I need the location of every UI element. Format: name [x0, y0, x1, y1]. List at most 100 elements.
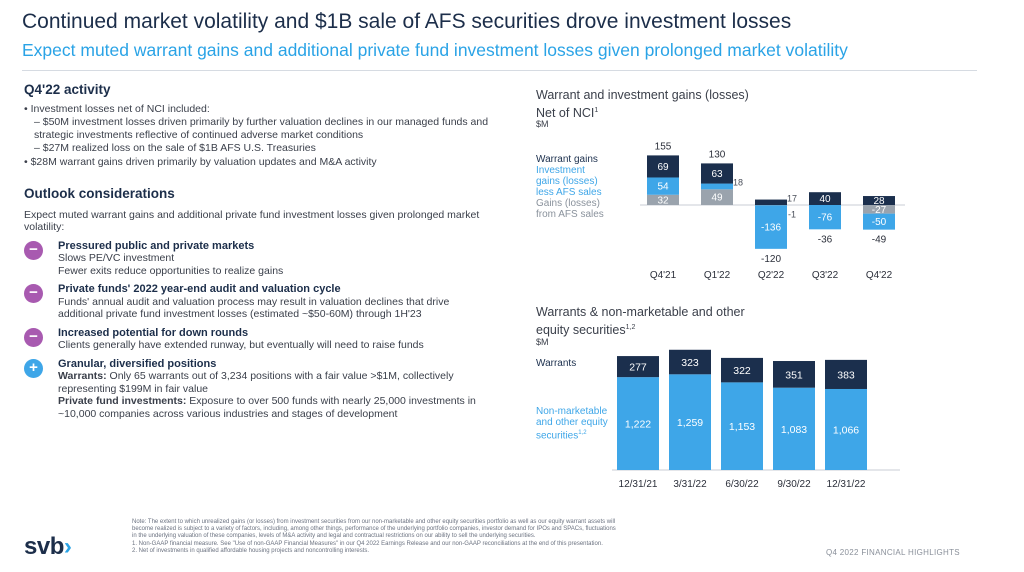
chart1-title-line2: Net of NCI1 — [536, 106, 599, 121]
legend-warrant-gains: Warrant gains — [536, 154, 598, 165]
chart1-bar-segment — [863, 196, 895, 205]
chart1-bar-segment — [863, 213, 895, 230]
chart2-bar-warrants — [669, 349, 711, 375]
chart2-warrants-label: 323 — [681, 357, 699, 369]
legend-investment: Investment gains (losses) less AFS sales — [536, 165, 602, 198]
activity-bullet: • Investment losses net of NCI included: — [24, 102, 210, 115]
activity-heading: Q4'22 activity — [24, 82, 111, 97]
chart2-warrants-label: 322 — [733, 365, 751, 377]
chart2-tick-label: 6/30/22 — [725, 479, 759, 490]
outlook-item-text: Funds' annual audit and valuation proces… — [58, 295, 450, 321]
chart2-tick-label: 3/31/22 — [673, 479, 707, 490]
chart1-segment-label: 69 — [657, 162, 669, 173]
chart2-bar-nonmarketable — [669, 374, 711, 470]
chart2-plot: 277 1,222 12/31/21 323 1,259 3/31/22 322 1,153 6… — [612, 349, 900, 490]
chart1-bar-segment — [701, 183, 733, 190]
left-column: Q4'22 activity • Investment losses net o… — [24, 80, 494, 426]
outlook-item: − Private funds' 2022 year-end audit and… — [24, 283, 494, 321]
chart2-tick-label: 9/30/22 — [777, 479, 811, 490]
chart2-bar-nonmarketable — [825, 388, 867, 470]
chart1-tick-label: Q4'21 — [650, 270, 677, 281]
chart1-total-label: -49 — [872, 235, 887, 246]
chart1-bar-segment — [863, 205, 895, 214]
chart1-title: Warrant and investment gains (losses) Ne… — [536, 88, 749, 121]
warrants-text: Only 65 warrants out of 3,234 positions … — [58, 370, 454, 395]
chart1-total-label: -36 — [818, 234, 833, 245]
chart2-nonmarketable-label: 1,083 — [781, 424, 807, 436]
minus-icon: − — [24, 240, 43, 260]
chart1-bar-segment — [755, 199, 787, 205]
chart1-segment-label: 63 — [711, 169, 723, 180]
warrants-label: Warrants: — [58, 370, 107, 382]
activity-bullet: • $28M warrant gains driven primarily by… — [24, 155, 377, 168]
outlook-item-text: Fewer exits reduce opportunities to real… — [58, 264, 284, 277]
outlook-item: − Increased potential for down rounds Cl… — [24, 327, 494, 352]
chart1-segment-label: 49 — [711, 193, 723, 204]
chart2-bar-nonmarketable — [617, 377, 659, 470]
chart1-bar-segment — [647, 177, 679, 195]
chart1-segment-label: -136 — [761, 223, 781, 234]
chart1-segment-label: 54 — [657, 182, 669, 193]
chart2-title-line2: equity securities1,2 — [536, 323, 636, 338]
chart1-segment-label: -27 — [872, 205, 887, 216]
chart1-legend: Warrant gains Investment gains (losses) le… — [536, 154, 604, 220]
footnotes: Note: The extent to which unrealized gai… — [132, 519, 616, 554]
chart1-bar-segment — [809, 205, 841, 230]
outlook-item: + Granular, diversified positions Warran… — [24, 358, 494, 421]
chart1-bar-segment — [809, 192, 841, 205]
chart2-bar-warrants — [773, 361, 815, 388]
chart1-segment-label: -50 — [872, 217, 887, 228]
chart1-segment-label: 40 — [819, 194, 831, 205]
chart1-tick-label: Q3'22 — [812, 270, 839, 281]
chart1-plot: 32 54 69 155 Q4'21 49 63 18 130 Q1'22 -136 -1 17 -120… — [640, 141, 905, 281]
outlook-item-text: Private fund investments: Exposure to ov… — [58, 395, 494, 420]
chart1-segment-label: 18 — [733, 178, 743, 188]
chart1-total-label: 130 — [709, 149, 726, 160]
footer-label: Q4 2022 FINANCIAL HIGHLIGHTS — [826, 548, 960, 557]
logo-chevron-icon: › — [63, 533, 72, 560]
chart1-bar-segment — [701, 163, 733, 184]
chart2-nonmarketable-label: 1,259 — [677, 417, 703, 429]
chart1-segment-label: 17 — [787, 194, 797, 204]
chart2-nonmarketable-label: 1,066 — [833, 424, 859, 436]
outlook-item-title: Increased potential for down rounds — [58, 326, 249, 339]
chart1-segment-label: -76 — [818, 213, 833, 224]
svb-logo: svb› — [24, 533, 72, 560]
chart2-warrants-label: 277 — [629, 362, 647, 374]
page-title: Continued market volatility and $1B sale… — [22, 10, 792, 33]
chart1-bar-segment — [755, 205, 787, 249]
activity-subbullet: – $50M investment losses driven primaril… — [34, 116, 489, 141]
outlook-item-title: Private funds' 2022 year-end audit and v… — [58, 283, 341, 295]
chart1-segment-label: -1 — [788, 209, 796, 219]
chart1-unit: $M — [536, 119, 549, 129]
chart1-bar-segment — [701, 189, 733, 205]
chart2-warrants-label: 383 — [837, 369, 855, 381]
chart1-total-label: -120 — [761, 254, 781, 265]
outlook-item-text: Warrants: Only 65 warrants out of 3,234 … — [58, 370, 494, 395]
outlook-item-text: Clients generally have extended runway, … — [58, 339, 424, 351]
chart1-segment-label: 32 — [657, 195, 669, 206]
minus-icon: − — [24, 327, 43, 347]
plus-icon: + — [24, 358, 43, 378]
outlook-item: − Pressured public and private markets S… — [24, 240, 494, 278]
chart2-nonmarketable-label: 1,222 — [625, 419, 651, 431]
outlook-item-text: Slows PE/VC investment — [58, 252, 175, 264]
chart1-tick-label: Q1'22 — [704, 270, 731, 281]
chart1-title-line1: Warrant and investment gains (losses) — [536, 88, 749, 102]
outlook-intro: Expect muted warrant gains and additiona… — [24, 208, 480, 234]
chart1-bar-segment — [647, 194, 679, 205]
outlook-heading: Outlook considerations — [24, 186, 175, 201]
chart2-bar-nonmarketable — [773, 387, 815, 470]
chart1-total-label: 155 — [655, 141, 672, 152]
page-subtitle: Expect muted warrant gains and additiona… — [22, 40, 848, 60]
legend-warrants: Warrants — [536, 358, 577, 369]
chart2-bar-warrants — [721, 357, 763, 383]
chart2-warrants-label: 351 — [785, 369, 803, 381]
minus-icon: − — [24, 284, 43, 303]
legend-afs: Gains (losses) from AFS sales — [536, 198, 604, 220]
chart1-segment-label: 28 — [873, 196, 885, 207]
chart1-bar-segment — [647, 155, 679, 178]
chart2-tick-label: 12/31/21 — [619, 479, 658, 490]
outlook-item-title: Granular, diversified positions — [58, 357, 217, 370]
